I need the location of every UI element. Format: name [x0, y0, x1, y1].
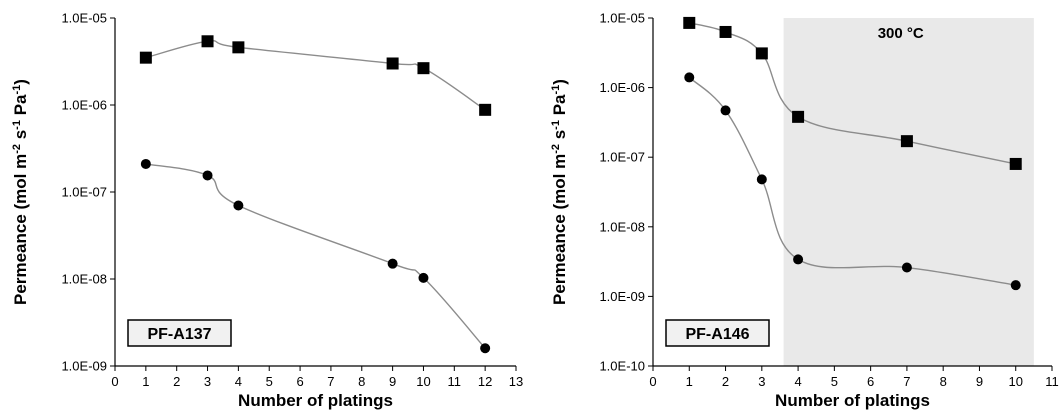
x-tick-label: 8 [358, 374, 365, 389]
data-point-circle [233, 200, 244, 211]
y-tick-label: 1.0E-07 [61, 185, 107, 200]
x-tick-label: 13 [509, 374, 523, 389]
y-axis-title-superscript: -1 [550, 85, 562, 95]
x-tick-label: 11 [1045, 374, 1059, 389]
y-tick-label: 1.0E-10 [599, 359, 645, 374]
x-tick-label: 9 [976, 374, 983, 389]
y-tick-label: 1.0E-09 [599, 289, 645, 304]
x-tick-label: 0 [649, 374, 656, 389]
chart-panel-left: 1.0E-051.0E-061.0E-071.0E-081.0E-090 1 2 3 4… [11, 11, 523, 411]
sample-tag-label: PF-A146 [685, 326, 749, 343]
data-point-square [479, 103, 492, 116]
x-tick-label: 7 [903, 374, 910, 389]
y-axis-title-part: Pa [11, 94, 30, 120]
data-point-circle [901, 262, 912, 273]
y-tick-label: 1.0E-06 [599, 80, 645, 95]
y-axis-title-part: ) [11, 79, 30, 85]
x-tick-label: 6 [867, 374, 874, 389]
data-point-circle [480, 343, 491, 354]
data-point-square [139, 51, 152, 64]
y-axis-title: Permeance (mol m-2 s-1 Pa-1) [11, 79, 30, 305]
x-tick-label: 11 [448, 374, 462, 389]
y-axis-title-part: Permeance (mol m [550, 154, 569, 305]
x-tick-label: 12 [478, 374, 492, 389]
y-axis-title-superscript: -1 [11, 85, 23, 95]
data-point-square [900, 135, 913, 148]
x-axis-title: Number of platings [775, 391, 930, 410]
data-point-circle [418, 272, 429, 283]
data-point-square [1009, 157, 1022, 170]
data-point-circle [387, 258, 398, 269]
x-tick-label: 7 [327, 374, 334, 389]
series-line-square [145, 40, 486, 111]
x-tick-label: 10 [1008, 374, 1022, 389]
sample-tag-box [127, 319, 232, 347]
x-tick-label: 2 [722, 374, 729, 389]
y-tick-label: 1.0E-05 [599, 11, 645, 26]
x-axis-title: Number of platings [238, 391, 393, 410]
x-tick-label: 1 [686, 374, 693, 389]
y-tick-label: 1.0E-05 [61, 11, 107, 26]
data-point-circle [140, 158, 151, 169]
data-point-circle [756, 174, 767, 185]
y-axis-title-superscript: -1 [11, 120, 23, 130]
shaded-region [783, 18, 1034, 366]
y-tick-label: 1.0E-06 [61, 98, 107, 113]
chart-panel-right: 1.0E-05 1.0E-06 1.0E-07 1.0E-08 1.0E-09 1.0E-… [550, 11, 1059, 411]
x-tick-label: 4 [235, 374, 242, 389]
data-point-circle [202, 170, 213, 181]
x-tick-label: 3 [758, 374, 765, 389]
data-point-circle [1010, 280, 1021, 291]
x-tick-label: 10 [416, 374, 430, 389]
y-axis-title-part: s [11, 130, 30, 144]
y-axis-title-part: Pa [550, 94, 569, 120]
y-axis-title-superscript: -2 [550, 144, 562, 154]
x-tick-label: 3 [204, 374, 211, 389]
x-tick-label: 8 [940, 374, 947, 389]
data-point-square [755, 47, 768, 60]
sample-tag-box [665, 319, 770, 347]
data-point-square [417, 62, 430, 75]
y-axis-title-superscript: -1 [550, 120, 562, 130]
temperature-annotation: 300 °C [878, 25, 924, 42]
data-point-square [201, 35, 214, 48]
x-tick-label: 1 [142, 374, 149, 389]
data-point-square [719, 25, 732, 38]
x-tick-label: 0 [111, 374, 118, 389]
y-axis-title: Permeance (mol m-2 s-1 Pa-1) [550, 79, 569, 305]
sample-tag-label: PF-A137 [147, 326, 211, 343]
y-axis-title-part: s [550, 130, 569, 144]
x-tick-label: 5 [831, 374, 838, 389]
data-point-square [232, 41, 245, 54]
x-tick-label: 4 [794, 374, 801, 389]
data-point-square [386, 57, 399, 70]
y-tick-label: 1.0E-08 [599, 219, 645, 234]
y-tick-label: 1.0E-07 [599, 150, 645, 165]
y-tick-label: 1.0E-08 [61, 272, 107, 287]
data-point-circle [793, 254, 804, 265]
y-axis-title-part: ) [550, 79, 569, 85]
data-point-circle [684, 72, 695, 83]
y-tick-label: 1.0E-09 [61, 359, 107, 374]
data-point-square [683, 16, 696, 29]
y-axis-title-superscript: -2 [11, 144, 23, 154]
data-point-circle [720, 105, 731, 116]
data-point-square [792, 110, 805, 123]
x-tick-label: 2 [173, 374, 180, 389]
y-axis-title-part: Permeance (mol m [11, 154, 30, 305]
x-tick-label: 9 [389, 374, 396, 389]
x-tick-label: 5 [266, 374, 273, 389]
x-tick-label: 6 [296, 374, 303, 389]
